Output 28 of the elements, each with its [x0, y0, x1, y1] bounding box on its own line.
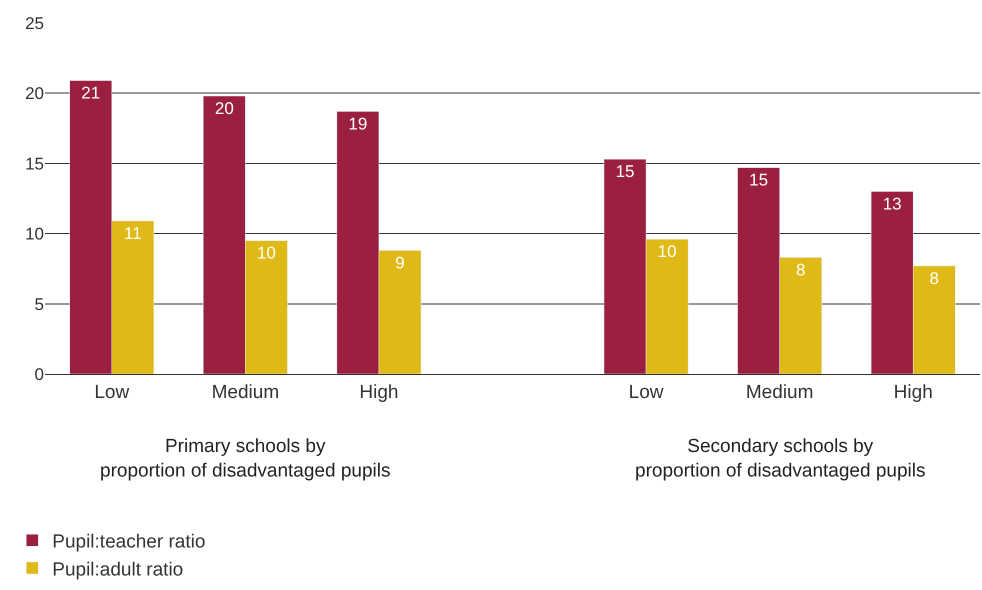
data-label: 15 — [616, 162, 634, 182]
y-tick-label: 20 — [25, 84, 44, 104]
data-label: 20 — [214, 99, 234, 118]
x-tick-label: Low — [94, 382, 130, 403]
data-label: 19 — [348, 114, 368, 134]
data-label: 15 — [749, 170, 768, 190]
x-tick-label: Medium — [212, 382, 280, 403]
text: Secondary schools by proportion of disadvantaged pupils — [635, 436, 926, 482]
data-label: 11 — [124, 224, 142, 243]
legend-label: Pupil:teacher ratio — [52, 532, 206, 553]
x-tick-label: Low — [628, 382, 664, 403]
y-tick-label: 15 — [25, 154, 44, 174]
legend-label: Pupil:adult ratio — [52, 559, 184, 580]
data-label: 8 — [796, 260, 806, 280]
x-tick-label: High — [359, 382, 398, 403]
text: Primary schools by proportion of disadvantaged pupils — [100, 436, 390, 482]
data-label: 8 — [930, 268, 939, 288]
x-tick-label: Medium — [746, 382, 814, 403]
y-tick-label: 0 — [34, 364, 44, 384]
data-label: 10 — [256, 244, 276, 263]
data-label: 13 — [882, 194, 902, 214]
x-tick-label: High — [894, 382, 933, 403]
data-label: 10 — [658, 242, 677, 262]
data-label: 21 — [81, 84, 100, 103]
y-tick-label: 5 — [34, 294, 44, 314]
y-tick-label: 10 — [25, 224, 44, 244]
data-label: 9 — [395, 253, 405, 272]
y-tick-label: 25 — [25, 14, 44, 33]
